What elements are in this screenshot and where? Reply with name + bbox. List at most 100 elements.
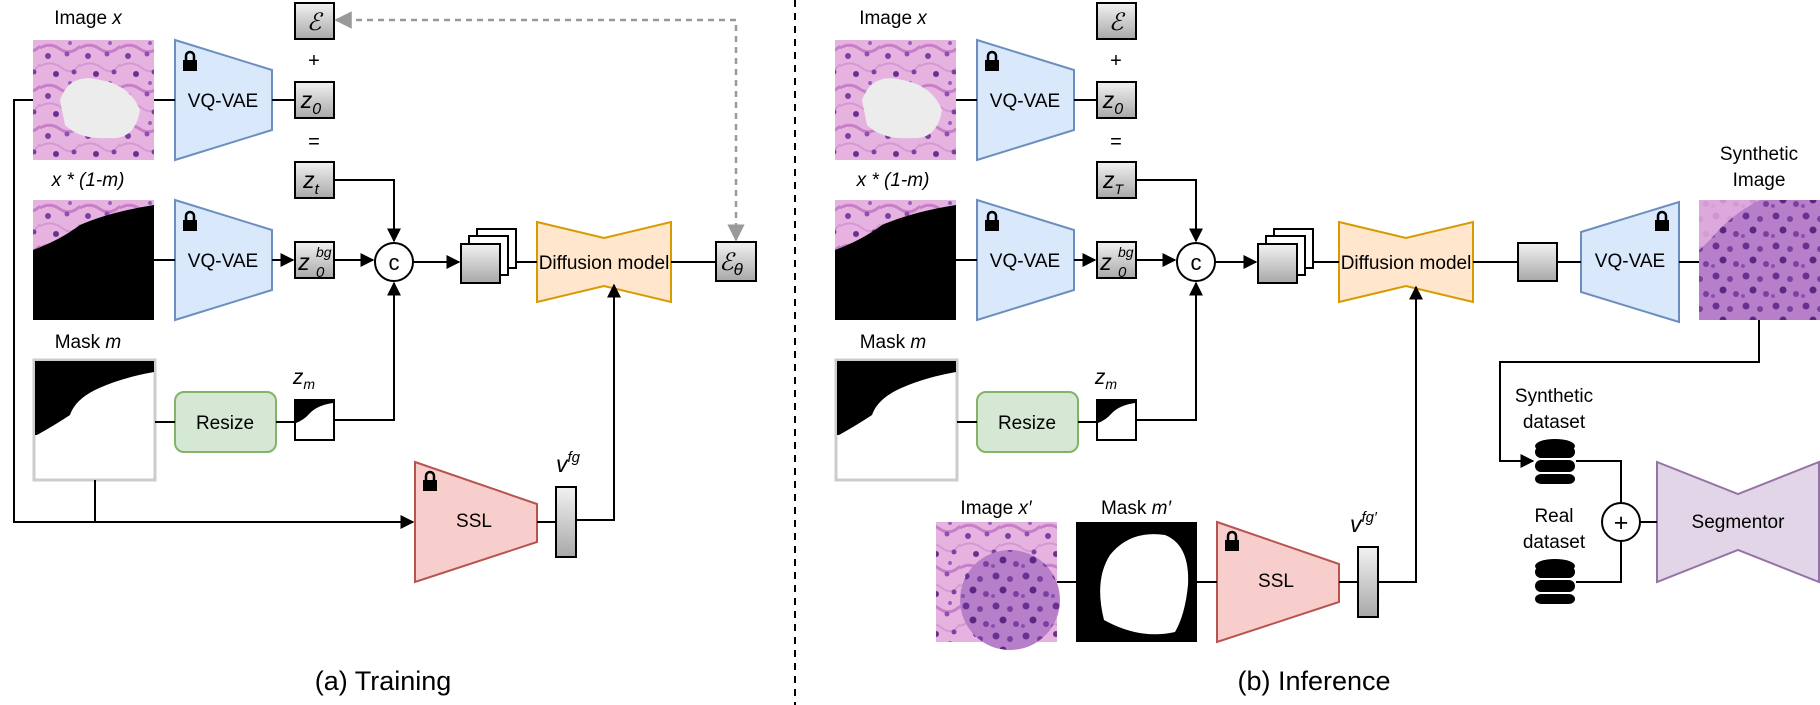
inference-panel: Image x x * (1-m) Mask m VQ-VAE VQ-VAE [834, 2, 1820, 696]
masked-image-label: x * (1-m) [856, 170, 930, 191]
svg-text:vfg: vfg [556, 449, 581, 477]
masked-image-thumbnail [33, 200, 154, 320]
resize-block: Resize [976, 391, 1079, 453]
epsilon-box: ℰ [294, 2, 335, 40]
zm-label: zm [292, 366, 316, 392]
svg-text:Synthetic: Synthetic [1515, 386, 1593, 407]
vfg-label: vfg′ [1350, 509, 1378, 537]
mask-m-label: Mask m [55, 332, 122, 353]
mask-m-prime-thumbnail [1076, 522, 1197, 642]
svg-text:z: z [1099, 249, 1112, 275]
masked-image-thumbnail [835, 200, 956, 320]
stacked-latents [460, 228, 517, 284]
svg-text:Synthetic: Synthetic [1720, 144, 1798, 165]
svg-text:0: 0 [1118, 264, 1127, 281]
svg-text:dataset: dataset [1523, 532, 1586, 553]
zt-box: zt [294, 161, 335, 199]
svg-text:+: + [1614, 509, 1629, 537]
svg-text:z: z [297, 249, 310, 275]
diffusion-model: Diffusion model [1338, 220, 1474, 304]
svg-text:Diffusion model: Diffusion model [1341, 253, 1472, 274]
svg-text:bg: bg [1118, 244, 1134, 260]
mask-m-thumbnail [834, 358, 959, 482]
svg-text:SSL: SSL [1258, 571, 1294, 592]
plus-sign: + [308, 50, 320, 72]
stacked-latents [1257, 228, 1314, 284]
vqvae-encoder-top: VQ-VAE [174, 38, 273, 162]
synthetic-image-label: Synthetic Image [1720, 144, 1798, 191]
vfg-vector [555, 486, 577, 558]
ssl-encoder: SSL [414, 460, 538, 584]
svg-text:c: c [1191, 250, 1202, 275]
svg-text:zm: zm [1094, 366, 1118, 392]
svg-text:Image: Image [1733, 170, 1786, 191]
masked-image-label: x * (1-m) [51, 170, 125, 191]
zm-thumbnail [1096, 399, 1137, 441]
diffusion-model: Diffusion model [536, 220, 672, 304]
svg-text:z0: z0 [300, 87, 322, 118]
svg-text:VQ-VAE: VQ-VAE [990, 91, 1060, 112]
concat-node: c [374, 242, 414, 282]
svg-text:ℰθ: ℰθ [719, 249, 744, 279]
training-panel: Image x x * (1-m) Mask m VQ-VAE VQ-VAE [13, 2, 757, 696]
mask-m-thumbnail [32, 358, 157, 482]
resize-block: Resize [174, 391, 277, 453]
lock-icon [985, 50, 999, 71]
svg-text:Diffusion model: Diffusion model [539, 253, 670, 274]
lock-icon [985, 210, 999, 231]
lock-icon [423, 470, 437, 491]
z0-box: z0 [1096, 81, 1137, 119]
image-x-label: Image x [54, 8, 123, 29]
vfg-label: vfg [556, 449, 581, 477]
zm-label: zm [1094, 366, 1118, 392]
training-caption: (a) Training [315, 666, 452, 696]
image-x-label: Image x [859, 8, 928, 29]
svg-text:ℰ: ℰ [1109, 9, 1126, 36]
ssl-encoder: SSL [1216, 520, 1340, 644]
concat-node: c [1176, 242, 1216, 282]
lock-icon [1225, 530, 1239, 551]
svg-text:ℰ: ℰ [307, 9, 324, 36]
denoised-latent-box [1517, 242, 1558, 282]
svg-text:c: c [389, 250, 400, 275]
svg-text:0: 0 [316, 264, 325, 281]
sum-node: + [1601, 502, 1641, 542]
svg-text:zT: zT [1102, 167, 1125, 197]
inference-caption: (b) Inference [1237, 666, 1390, 696]
svg-text:Resize: Resize [998, 413, 1056, 434]
zbg-box: z 0 bg [294, 241, 335, 281]
synthetic-database-icon [1535, 439, 1575, 484]
plus-sign: + [1110, 50, 1122, 72]
mask-m-label: Mask m [860, 332, 927, 353]
svg-text:VQ-VAE: VQ-VAE [1595, 251, 1665, 272]
vfg-vector [1357, 546, 1379, 618]
image-x-thumbnail [33, 40, 154, 160]
equals-sign: = [308, 131, 320, 153]
svg-text:VQ-VAE: VQ-VAE [188, 251, 258, 272]
vqvae-decoder: VQ-VAE [1580, 200, 1680, 324]
z0-box: z0 [294, 81, 335, 119]
segmentor: Segmentor [1656, 460, 1820, 584]
epsilon-box: ℰ [1096, 2, 1137, 40]
svg-text:zm: zm [292, 366, 316, 392]
mask-m-prime-label: Mask m′ [1101, 498, 1173, 519]
svg-text:vfg′: vfg′ [1350, 509, 1378, 537]
equals-sign: = [1110, 131, 1122, 153]
zbg-box: z 0 bg [1096, 241, 1137, 281]
vqvae-encoder-bg: VQ-VAE [976, 198, 1075, 322]
zm-thumbnail [294, 399, 335, 441]
svg-text:VQ-VAE: VQ-VAE [990, 251, 1060, 272]
lock-icon [183, 210, 197, 231]
image-x-thumbnail [835, 40, 956, 160]
svg-text:SSL: SSL [456, 511, 492, 532]
svg-text:z0: z0 [1102, 87, 1124, 118]
lock-icon [1655, 210, 1669, 231]
svg-text:Real: Real [1534, 506, 1573, 527]
svg-text:dataset: dataset [1523, 412, 1586, 433]
vqvae-encoder-bg: VQ-VAE [174, 198, 273, 322]
svg-text:Segmentor: Segmentor [1692, 512, 1786, 533]
svg-text:VQ-VAE: VQ-VAE [188, 91, 258, 112]
synthetic-image-thumbnail [1699, 200, 1820, 320]
synthetic-dataset-label: Synthetic dataset [1515, 386, 1593, 433]
